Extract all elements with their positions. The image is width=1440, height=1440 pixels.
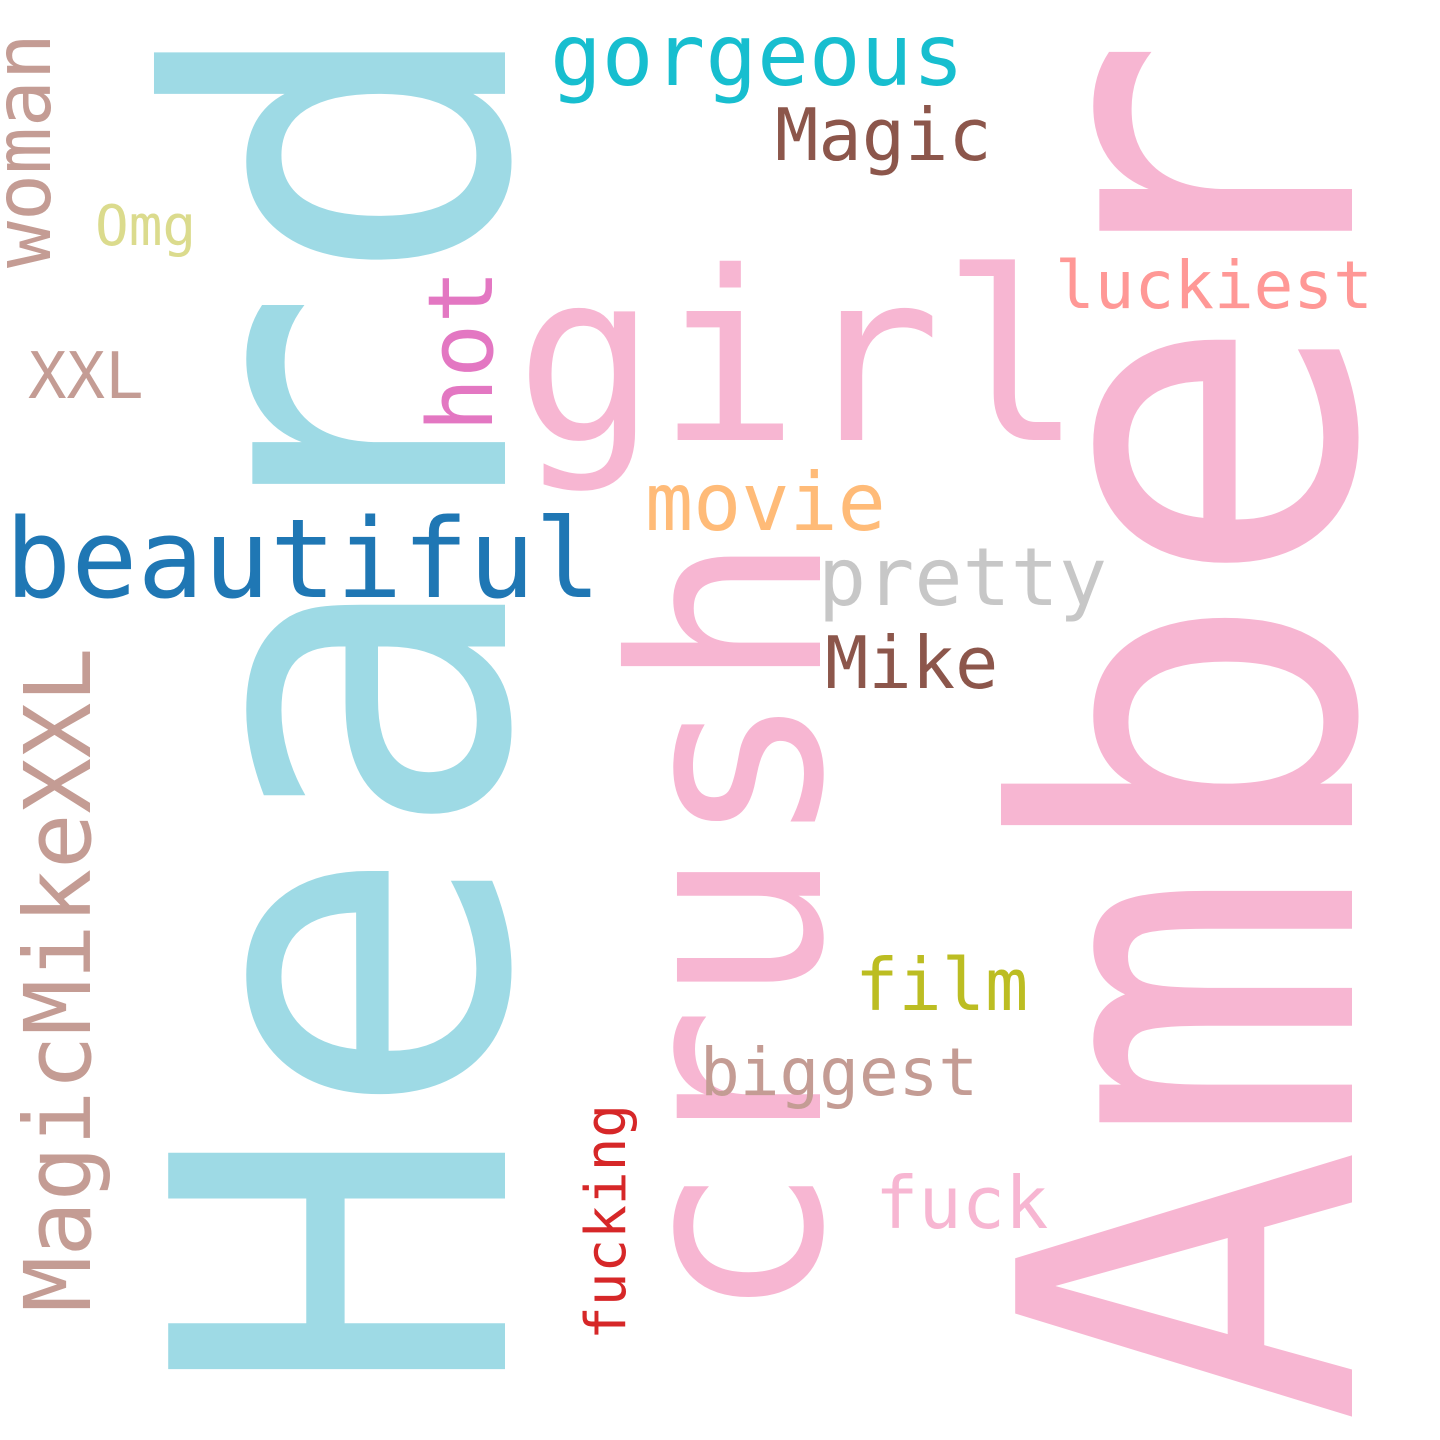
word: hot (409, 269, 514, 432)
word: fuck (875, 1161, 1048, 1245)
word: fucking (574, 1104, 639, 1340)
word: woman (0, 33, 69, 268)
word: Mike (825, 621, 998, 705)
word: luckiest (1055, 247, 1373, 324)
word: film (855, 943, 1028, 1027)
word: Magic (775, 93, 992, 177)
word: movie (645, 456, 886, 549)
word: gorgeous (550, 6, 964, 106)
word: biggest (700, 1034, 978, 1111)
word: pretty (818, 531, 1107, 624)
word: crush (577, 533, 882, 1322)
word: Heard (76, 9, 614, 1400)
word: girl (515, 221, 1083, 496)
word: beautiful (5, 495, 601, 623)
word: Omg (95, 194, 196, 259)
word: Amber (923, 34, 1440, 1425)
word: MagicMikeXXL (5, 647, 112, 1312)
word: XXL (28, 340, 144, 414)
